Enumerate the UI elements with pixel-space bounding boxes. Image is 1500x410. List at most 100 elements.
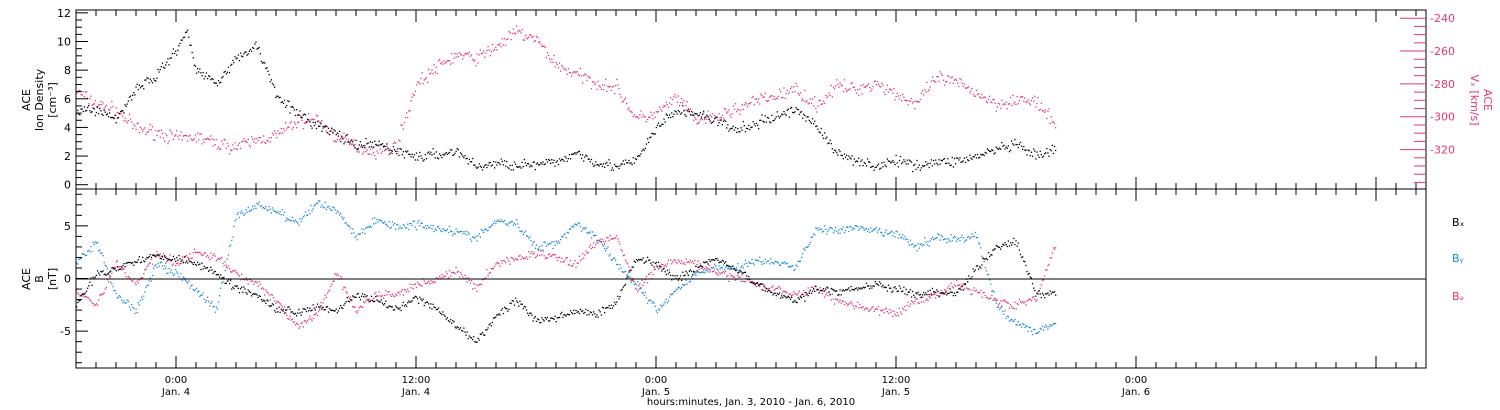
data-point (654, 262, 656, 264)
data-point (579, 67, 582, 70)
data-point (1034, 95, 1036, 97)
data-point (561, 257, 563, 259)
data-point (464, 331, 466, 333)
data-point (894, 99, 896, 101)
data-point (324, 125, 326, 127)
data-point (719, 273, 721, 275)
data-point (440, 155, 442, 157)
data-point (1031, 283, 1034, 285)
data-point (985, 296, 987, 299)
data-point (213, 253, 215, 255)
data-point (225, 147, 227, 149)
data-point (799, 295, 802, 297)
data-point (738, 109, 740, 111)
data-point (414, 159, 417, 161)
data-point (102, 293, 104, 295)
data-point (347, 300, 349, 302)
data-point (176, 271, 178, 273)
data-point (440, 277, 442, 279)
data-point (397, 307, 399, 309)
data-point (969, 289, 971, 291)
data-point (745, 262, 748, 264)
data-point (697, 260, 699, 262)
data-point (923, 244, 925, 246)
data-point (345, 138, 347, 140)
data-point (555, 257, 557, 259)
data-point (165, 262, 167, 264)
data-point (786, 292, 788, 294)
data-point (715, 265, 717, 267)
data-point (511, 220, 513, 223)
data-point (125, 262, 127, 264)
data-point (956, 157, 958, 159)
data-point (91, 104, 93, 106)
data-point (286, 128, 288, 130)
data-point (989, 150, 991, 152)
data-point (389, 227, 391, 229)
data-point (601, 165, 604, 168)
data-point (1020, 96, 1023, 98)
data-point (699, 265, 701, 267)
data-point (285, 309, 287, 311)
data-point (215, 306, 217, 308)
data-point (208, 300, 210, 303)
data-point (959, 240, 961, 242)
data-point (683, 110, 685, 112)
data-point (404, 289, 407, 291)
data-point (303, 113, 305, 115)
data-point (340, 305, 342, 307)
data-point (352, 141, 354, 143)
data-point (335, 274, 337, 276)
data-point (873, 310, 875, 312)
data-point (84, 91, 87, 93)
data-point (711, 121, 714, 124)
data-point (865, 165, 868, 167)
data-point (353, 306, 355, 308)
data-point (309, 121, 311, 123)
data-point (619, 296, 621, 298)
data-point (542, 319, 544, 321)
data-point (648, 116, 650, 118)
data-point (279, 303, 281, 305)
data-point (90, 300, 92, 302)
data-point (919, 98, 921, 101)
data-point (254, 293, 256, 295)
data-point (597, 242, 599, 244)
data-point (270, 212, 272, 214)
data-point (666, 302, 668, 304)
data-point (805, 247, 807, 249)
data-point (762, 283, 764, 285)
data-point (393, 309, 396, 311)
data-point (1014, 301, 1016, 303)
data-point (79, 258, 81, 260)
data-point (366, 298, 368, 300)
data-point (853, 308, 855, 310)
data-point (375, 291, 377, 293)
data-point (93, 103, 95, 105)
data-point (120, 110, 122, 113)
data-point (719, 116, 721, 119)
data-point (243, 214, 245, 217)
data-point (1024, 261, 1026, 263)
data-point (458, 328, 461, 330)
data-point (363, 151, 365, 153)
data-point (995, 302, 997, 304)
data-point (730, 116, 732, 118)
data-point (147, 257, 149, 259)
data-point (343, 132, 345, 134)
data-point (820, 289, 822, 292)
data-point (754, 125, 756, 127)
data-point (886, 84, 888, 86)
data-point (972, 93, 974, 95)
data-point (964, 284, 967, 286)
data-point (763, 284, 765, 286)
data-point (304, 319, 307, 322)
data-point (954, 294, 957, 297)
data-point (935, 237, 937, 239)
data-point (425, 301, 428, 303)
data-point (684, 283, 686, 286)
data-point (138, 256, 140, 258)
data-point (428, 68, 430, 70)
data-point (943, 289, 946, 291)
data-point (810, 122, 813, 124)
